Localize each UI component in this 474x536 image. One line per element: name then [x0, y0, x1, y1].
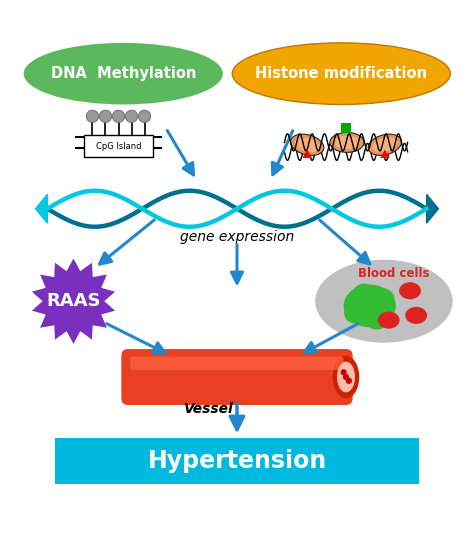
Circle shape: [138, 110, 151, 123]
Ellipse shape: [399, 282, 421, 299]
Text: Vessel: Vessel: [184, 402, 233, 416]
FancyBboxPatch shape: [84, 135, 153, 157]
Ellipse shape: [344, 285, 396, 327]
Polygon shape: [36, 195, 47, 223]
Ellipse shape: [333, 356, 359, 398]
Ellipse shape: [330, 132, 364, 152]
Circle shape: [99, 110, 112, 123]
Ellipse shape: [291, 134, 324, 155]
FancyBboxPatch shape: [121, 349, 353, 405]
Text: Blood cells: Blood cells: [358, 267, 429, 280]
Ellipse shape: [344, 303, 367, 323]
Ellipse shape: [368, 134, 401, 155]
Circle shape: [346, 378, 351, 383]
Ellipse shape: [232, 43, 450, 105]
Bar: [341, 123, 351, 133]
Polygon shape: [427, 195, 438, 223]
Polygon shape: [380, 150, 390, 158]
Ellipse shape: [372, 138, 398, 152]
Ellipse shape: [337, 362, 355, 392]
Ellipse shape: [315, 260, 453, 343]
Text: DNA  Methylation: DNA Methylation: [51, 66, 196, 81]
Text: CpG Island: CpG Island: [96, 142, 141, 151]
Ellipse shape: [378, 311, 400, 329]
Text: RAAS: RAAS: [46, 292, 100, 310]
FancyBboxPatch shape: [130, 356, 344, 370]
Circle shape: [125, 110, 137, 123]
Circle shape: [341, 370, 346, 375]
Ellipse shape: [24, 43, 223, 105]
Ellipse shape: [365, 309, 388, 330]
Polygon shape: [302, 150, 312, 158]
Ellipse shape: [353, 284, 375, 304]
Text: Histone modification: Histone modification: [255, 66, 427, 81]
Text: Hypertension: Hypertension: [147, 449, 327, 473]
Ellipse shape: [405, 307, 427, 324]
FancyBboxPatch shape: [55, 438, 419, 484]
Ellipse shape: [334, 136, 360, 149]
Text: gene expression: gene expression: [180, 230, 294, 244]
Circle shape: [344, 375, 348, 379]
Ellipse shape: [294, 138, 320, 152]
Polygon shape: [32, 258, 115, 344]
Ellipse shape: [372, 288, 394, 309]
Circle shape: [86, 110, 99, 123]
Circle shape: [112, 110, 125, 123]
